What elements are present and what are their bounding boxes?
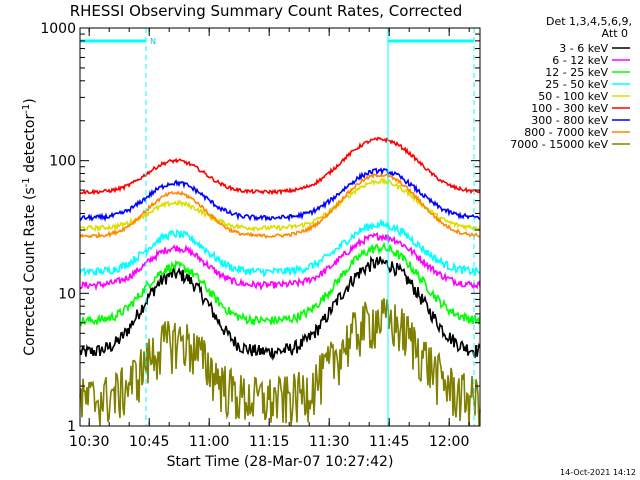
- y-label-part-2: detector: [22, 114, 38, 178]
- y-label-part-3: ): [22, 98, 38, 103]
- series-line-4: [79, 217, 481, 278]
- y-label-sup-2: -1: [21, 104, 32, 114]
- chart-title: RHESSI Observing Summary Count Rates, Co…: [70, 2, 463, 20]
- legend-header-line-1: Det 1,3,4,5,6,9,: [546, 15, 632, 28]
- y-label-part-1: Corrected Count Rate (s: [22, 187, 38, 355]
- x-tick-label-1: 10:30: [69, 434, 109, 450]
- series-line-5: [79, 176, 481, 233]
- axis-group: 10:30 10:45 11:00 11:15 11:30 11:45 12:00 1 10 10…: [40, 21, 480, 450]
- x-tick-label-5: 11:30: [309, 434, 349, 450]
- series-line-6: [79, 136, 481, 196]
- legend-label-5: 50 - 100 keV: [538, 90, 608, 103]
- y-tick-label-4: 1000: [40, 21, 76, 37]
- legend-label-9: 7000 - 15000 keV: [510, 138, 608, 151]
- y-axis-label: Corrected Count Rate (s-1 detector-1): [21, 98, 38, 355]
- x-tick-label-7: 12:00: [429, 434, 469, 450]
- series-line-7: [79, 167, 481, 223]
- series-line-9: [79, 298, 481, 427]
- x-tick-label-3: 11:00: [189, 434, 229, 450]
- y-tick-label-1: 1: [67, 419, 76, 435]
- legend-label-2: 6 - 12 keV: [552, 54, 608, 67]
- y-label-sup-1: -1: [21, 177, 32, 187]
- series-line-1: [79, 255, 481, 361]
- x-tick-label-4: 11:15: [249, 434, 289, 450]
- legend-label-3: 12 - 25 keV: [545, 66, 608, 79]
- footer-timestamp: 14-Oct-2021 14:12: [560, 468, 636, 477]
- y-tick-label-2: 10: [58, 286, 76, 302]
- series-line-8: [79, 173, 481, 240]
- x-axis-label: Start Time (28-Mar-07 10:27:42): [167, 454, 394, 470]
- x-tick-label-6: 11:45: [369, 434, 409, 450]
- plot-frame: [79, 27, 481, 427]
- legend-label-4: 25 - 50 keV: [545, 78, 608, 91]
- legend-label-1: 3 - 6 keV: [559, 42, 608, 55]
- legend-header-line-2: Att 0: [602, 27, 628, 40]
- series-line-3: [79, 241, 481, 327]
- series-line-2: [79, 231, 481, 292]
- legend-label-6: 100 - 300 keV: [531, 102, 608, 115]
- series-group: [79, 136, 481, 427]
- y-tick-label-3: 100: [49, 154, 76, 170]
- legend-label-8: 800 - 7000 keV: [524, 126, 608, 139]
- x-tick-label-2: 10:45: [129, 434, 169, 450]
- night-label: N: [150, 37, 156, 46]
- legend-label-7: 300 - 800 keV: [531, 114, 608, 127]
